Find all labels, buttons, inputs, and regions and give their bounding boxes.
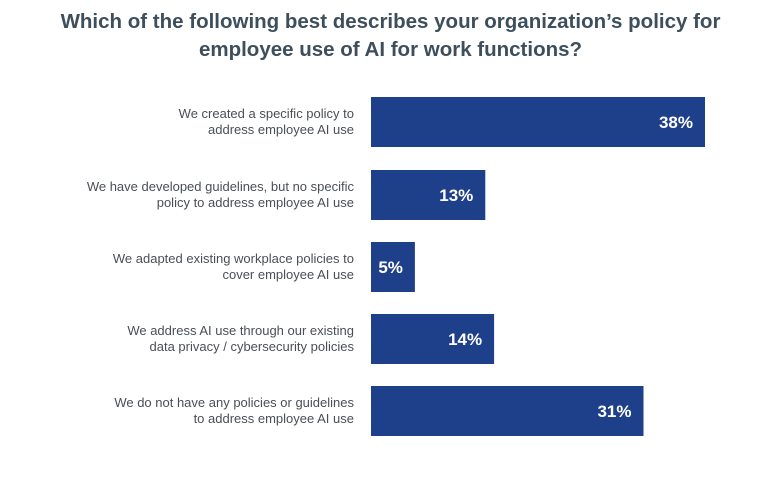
category-label-2-line-2: policy to address employee AI use [157,195,354,210]
bar-4 [371,314,495,364]
category-label-3-line-2: cover employee AI use [222,267,354,282]
value-label-5: 31% [597,402,631,421]
value-label-3: 5% [378,258,403,277]
category-label-1-line-2: address employee AI use [208,122,354,137]
chart-title-line-2: employee use of AI for work functions? [198,38,583,61]
category-label-4-line-1: We address AI use through our existing [127,323,354,338]
bar-1 [371,97,705,147]
bar-5 [371,386,644,436]
chart-title-line-1: Which of the following best describes yo… [60,10,721,33]
category-label-5-line-1: We do not have any policies or guideline… [114,395,354,410]
value-label-2: 13% [439,186,473,205]
value-label-4: 14% [448,330,482,349]
chart-title: Which of the following best describes yo… [20,8,761,64]
category-label-5-line-2: to address employee AI use [194,411,354,426]
bar-2 [371,170,486,220]
category-label-3-line-1: We adapted existing workplace policies t… [113,251,354,266]
category-label-1-line-1: We created a specific policy to [179,106,354,121]
category-label-2-line-1: We have developed guidelines, but no spe… [87,179,355,194]
category-label-4-line-2: data privacy / cybersecurity policies [150,339,355,354]
value-label-1: 38% [659,113,693,132]
bar-3 [371,242,415,292]
